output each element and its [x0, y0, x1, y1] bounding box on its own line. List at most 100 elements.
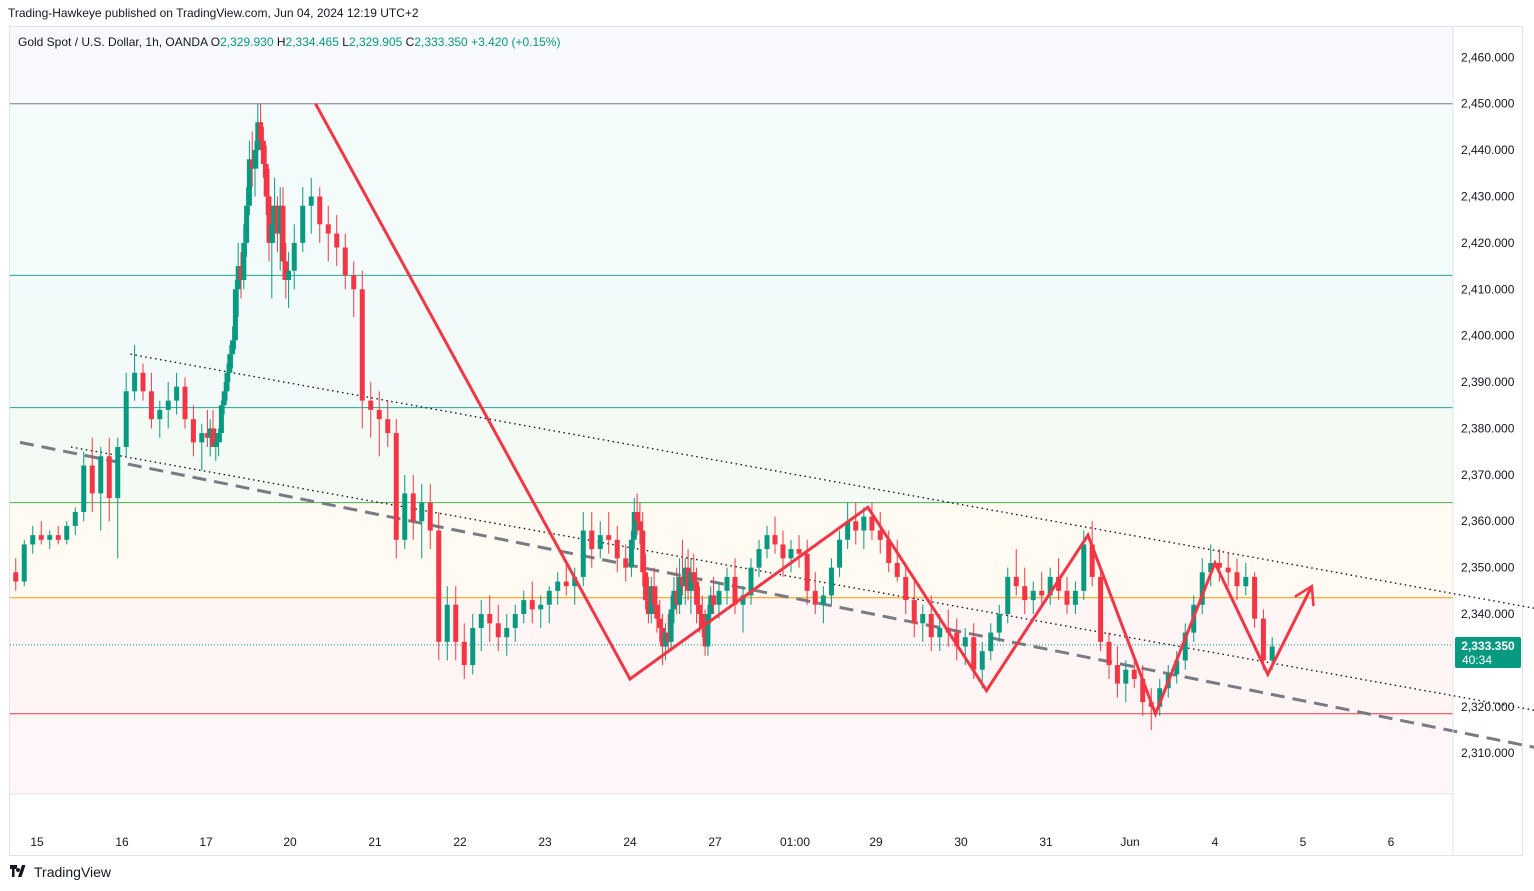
close-value: 2,333.350 [414, 35, 468, 49]
candle-body [478, 614, 484, 628]
candle-body [1199, 572, 1205, 605]
candle-body [385, 419, 391, 434]
publisher-line: Trading-Hawkeye published on TradingView… [8, 6, 419, 20]
candle-body [199, 433, 205, 443]
candle-body [470, 627, 476, 666]
candle-body [204, 433, 210, 438]
candle-body [546, 590, 552, 605]
level-band [10, 597, 1453, 714]
candle-body [724, 576, 730, 591]
candle-body [694, 581, 700, 605]
time-axis[interactable]: 15 16 17 20 21 22 23 24 27 01:00 29 30 31 Jun 4 5 6 [30, 835, 1394, 849]
candle-body [38, 535, 44, 540]
price-tick-label: 2,410.000 [1461, 282, 1515, 296]
candle-body [637, 521, 643, 531]
candle-body [1182, 632, 1188, 661]
level-band [10, 502, 1453, 598]
candle-body [648, 586, 654, 615]
candle-body [419, 502, 425, 522]
level-band [10, 713, 1453, 794]
time-tick-label: 21 [368, 835, 382, 849]
candle-body [64, 525, 70, 540]
time-tick-label: 30 [954, 835, 968, 849]
candle-body [837, 539, 843, 568]
candle-body [334, 233, 340, 248]
candle-body [249, 159, 255, 169]
dashed-trendline [19, 440, 1534, 749]
candle-body [1208, 562, 1214, 573]
candle-body [708, 595, 714, 615]
candle-body [140, 372, 146, 392]
symbol-name: Gold Spot / U.S. Dollar, 1h, OANDA [18, 35, 208, 49]
candle-body [224, 372, 230, 392]
candle-body [1131, 669, 1137, 679]
time-tick-label: 16 [115, 835, 129, 849]
level-bands [10, 27, 1453, 794]
candle-body [1081, 544, 1087, 591]
footer-brand[interactable]: TradingView [10, 864, 111, 880]
time-tick-label: 22 [453, 835, 467, 849]
candle-body [258, 122, 264, 141]
candle-body [487, 614, 493, 624]
zigzag-arrowhead [1294, 584, 1315, 607]
time-tick-label: 20 [283, 835, 297, 849]
high-value: 2,334.465 [285, 35, 339, 49]
candle-body [235, 266, 241, 290]
time-tick-label: 6 [1388, 835, 1395, 849]
candle-body [671, 590, 677, 610]
candle-body [788, 549, 794, 559]
candle-body [221, 391, 227, 406]
candle-body [1243, 576, 1249, 587]
candle-body [572, 576, 578, 587]
price-tick-label: 2,450.000 [1461, 97, 1515, 111]
close-label: C [405, 35, 415, 49]
change-value: +3.420 (+0.15%) [471, 35, 561, 49]
time-tick-label: 15 [30, 835, 44, 849]
candle-body [359, 289, 365, 401]
last-price-badge: 2,333.350 40:34 [1455, 637, 1521, 668]
candle-body [255, 122, 261, 151]
candle-body [645, 600, 651, 615]
candle-body [216, 433, 222, 443]
candle-body [651, 586, 657, 605]
candle-body [232, 289, 238, 341]
candle-body [266, 196, 272, 243]
time-tick-label: 01:00 [780, 835, 810, 849]
candle-body [213, 442, 219, 448]
candle-body [764, 535, 770, 550]
price-tick-label: 2,350.000 [1461, 561, 1515, 575]
price-tick-label: 2,460.000 [1461, 50, 1515, 64]
price-tick-label: 2,440.000 [1461, 143, 1515, 157]
candle-body [677, 576, 683, 605]
candle-body [820, 595, 826, 605]
candle-body [696, 604, 702, 615]
candle-body [123, 391, 129, 448]
candle-body [877, 530, 883, 540]
candle-body [1005, 576, 1011, 615]
candle-body [597, 535, 603, 550]
candle-body [1225, 567, 1231, 573]
time-tick-label: 4 [1212, 835, 1219, 849]
candle-body [1030, 590, 1036, 601]
time-tick-label: 29 [869, 835, 883, 849]
candle-body [660, 627, 666, 647]
candle-body [98, 456, 104, 494]
candle-body [277, 205, 283, 234]
candle-body [665, 632, 671, 642]
candle-body [190, 419, 196, 443]
candle-body [780, 544, 786, 559]
candle-body [272, 205, 278, 225]
price-tick-label: 2,380.000 [1461, 421, 1515, 435]
candle-body [674, 590, 680, 605]
candle-body [246, 159, 252, 206]
chart-frame[interactable] [9, 26, 1523, 856]
high-label: H [276, 35, 286, 49]
candle-body [643, 572, 649, 601]
candle-body [911, 600, 917, 624]
candle-body [89, 465, 95, 494]
candle-body [631, 511, 637, 540]
candle-body [1216, 562, 1222, 568]
candle-body [132, 372, 138, 392]
candle-body [812, 590, 818, 605]
